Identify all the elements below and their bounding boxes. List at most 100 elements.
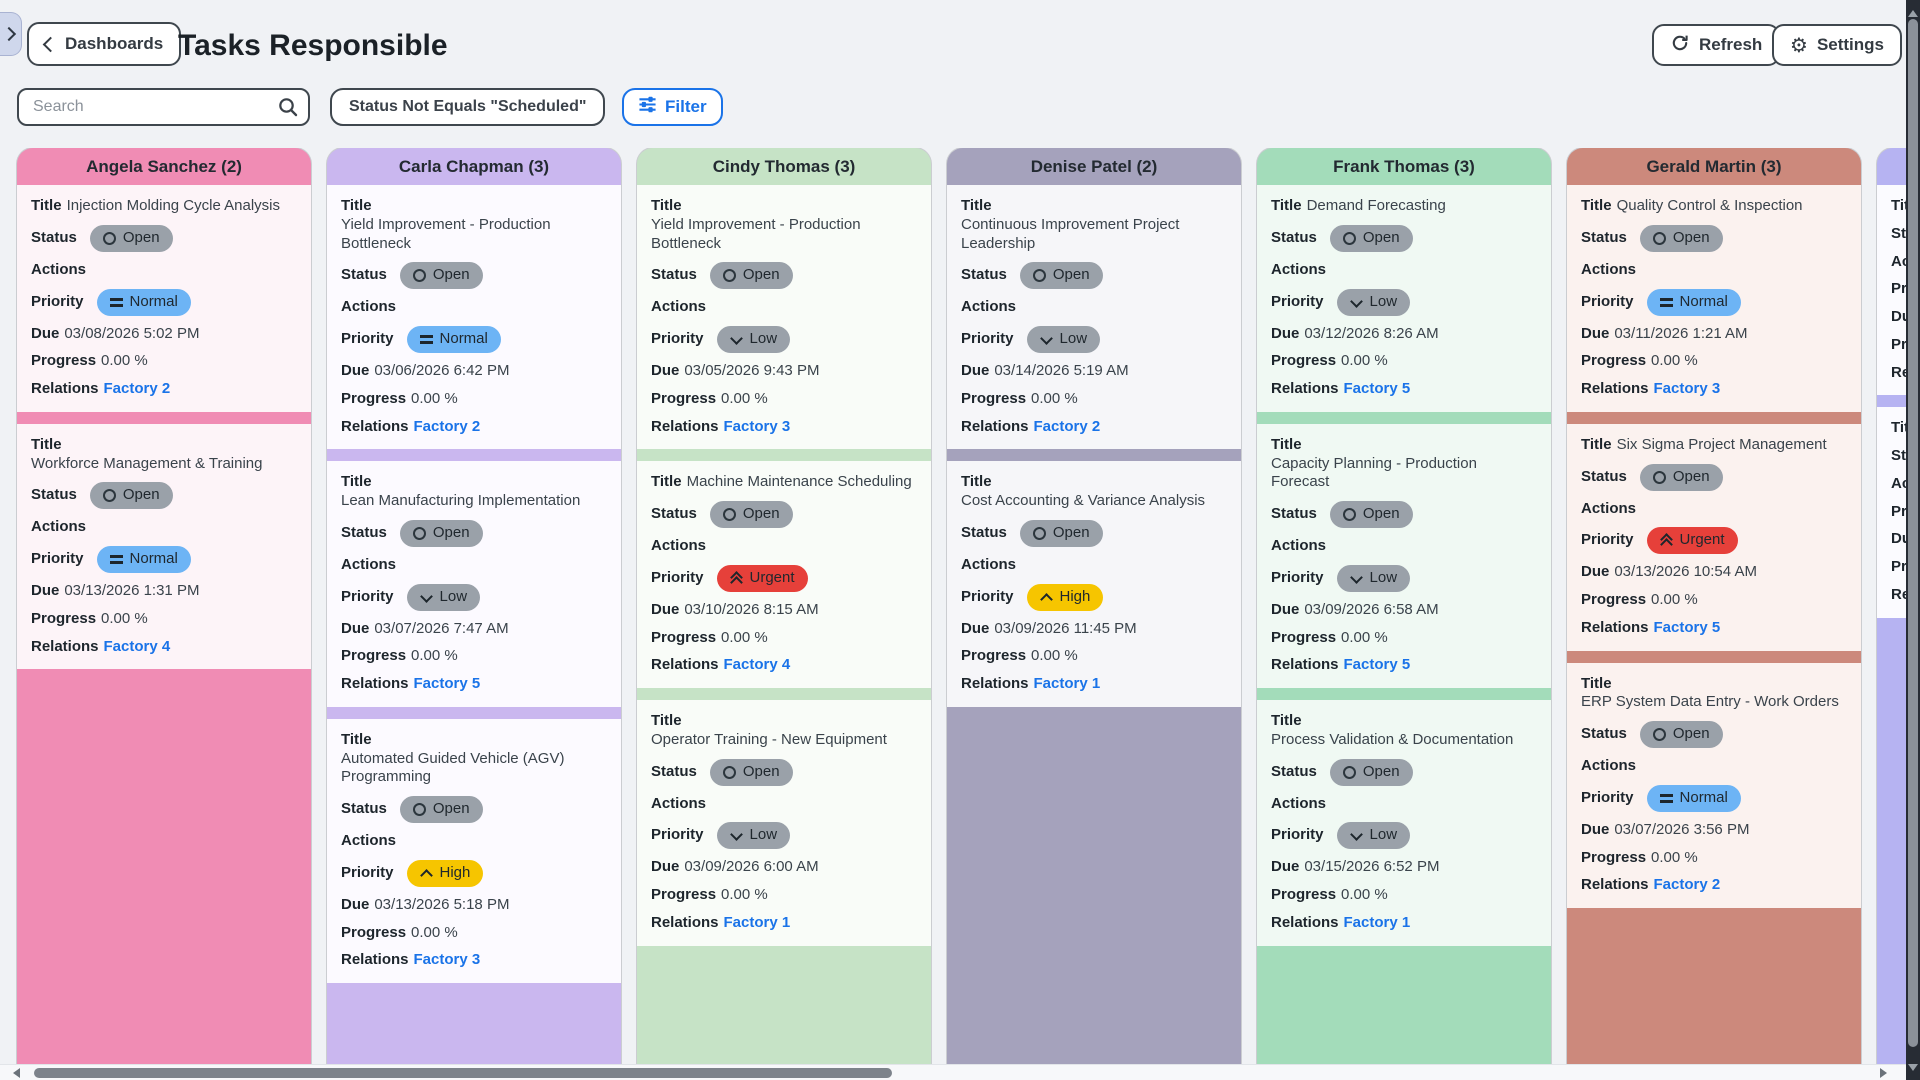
status-pill-label: Open — [1362, 762, 1400, 780]
sliders-icon — [638, 95, 657, 119]
field-label-title: Title — [1581, 674, 1612, 692]
task-card[interactable]: TitleCapacity Planning - Production Fore… — [1257, 423, 1551, 688]
card-field-due: Due 03/12/2026 8:26 AM — [1271, 325, 1537, 344]
field-label-due: Due — [341, 362, 370, 379]
relation-link[interactable]: Factory 2 — [103, 380, 171, 397]
relation-link[interactable]: Factory 5 — [413, 675, 481, 692]
active-filter-chip[interactable]: Status Not Equals "Scheduled" — [330, 88, 606, 126]
task-card[interactable]: TitleWorkforce Management & Training Stat… — [17, 423, 311, 670]
card-field-actions: Actions — [961, 556, 1227, 575]
relation-link[interactable]: Factory 3 — [723, 417, 791, 435]
card-field-title: Title — [1891, 419, 1906, 438]
task-card[interactable]: TitleOperator Training - New Equipment St… — [637, 700, 931, 946]
scroll-left-arrow-icon[interactable] — [8, 1068, 20, 1078]
relation-link[interactable]: Factory 2 — [413, 417, 481, 435]
scroll-down-arrow-icon[interactable] — [1908, 1064, 1918, 1076]
field-label-progress: Progress — [1891, 335, 1906, 353]
card-field-relations: Relations Factory 4 — [31, 638, 297, 657]
field-label-priority: Priority — [1581, 292, 1634, 310]
card-field-priority: Priority — [1891, 280, 1906, 299]
relation-link[interactable]: Factory 5 — [1343, 656, 1411, 674]
relation-link[interactable]: Factory 3 — [413, 951, 481, 969]
status-pill-label: Open — [122, 228, 160, 246]
field-label-progress: Progress — [31, 609, 97, 627]
task-card[interactable]: TitleProcess Validation & Documentation S… — [1257, 700, 1551, 946]
circle-outline-icon — [1342, 765, 1356, 779]
field-label-title: Title — [961, 197, 992, 214]
filter-button[interactable]: Filter — [622, 88, 723, 126]
field-label-status: Status — [651, 266, 697, 284]
task-card[interactable]: Title Status Actions Priority Due Progress Rel… — [1877, 407, 1906, 618]
card-field-actions: Actions — [341, 556, 607, 575]
relation-link[interactable]: Factory 3 — [1653, 380, 1721, 397]
card-field-due: Due 03/14/2026 5:19 AM — [961, 362, 1227, 381]
task-title: Cost Accounting & Variance Analysis — [961, 492, 1206, 509]
field-label-actions: Actions — [1271, 260, 1327, 278]
relation-link[interactable]: Factory 1 — [1343, 913, 1411, 931]
relation-link[interactable]: Factory 4 — [723, 656, 791, 674]
card-field-due: Due 03/09/2026 6:58 AM — [1271, 601, 1537, 620]
card-field-priority: Priority Low — [651, 326, 917, 353]
back-to-dashboards-button[interactable]: Dashboards — [27, 22, 182, 66]
scroll-right-arrow-icon[interactable] — [1880, 1068, 1892, 1078]
card-field-actions: Actions — [651, 537, 917, 556]
task-card[interactable]: TitleYield Improvement - Production Bott… — [637, 185, 931, 450]
status-pill-label: Open — [1052, 266, 1090, 284]
task-card[interactable]: TitleAutomated Guided Vehicle (AGV) Prog… — [327, 718, 621, 983]
vertical-scrollbar-thumb[interactable] — [1908, 19, 1918, 1047]
status-pill-label: Open — [1672, 725, 1710, 743]
card-field-progress: Progress 0.00 % — [1271, 886, 1537, 905]
settings-button[interactable]: ⚙ Settings — [1772, 24, 1902, 66]
field-label-title: Title — [1271, 712, 1302, 729]
status-pill-label: Open — [1362, 505, 1400, 523]
column-header — [1877, 148, 1906, 185]
task-card[interactable]: Title Machine Maintenance Scheduling Statu… — [637, 461, 931, 688]
refresh-button[interactable]: Refresh — [1652, 24, 1781, 66]
horizontal-scrollbar-thumb[interactable] — [34, 1068, 892, 1078]
field-label-due: Due — [651, 858, 680, 876]
card-field-relations: Relations — [1891, 364, 1906, 383]
relation-link[interactable]: Factory 2 — [1033, 417, 1101, 435]
progress-value: 0.00 % — [1651, 591, 1698, 608]
sidebar-expand-handle[interactable] — [0, 12, 22, 56]
field-label-status: Status — [1271, 762, 1317, 780]
scroll-up-arrow-icon[interactable] — [1908, 5, 1918, 17]
task-card[interactable]: Title Quality Control & Inspection Status O… — [1567, 185, 1861, 412]
relation-link[interactable]: Factory 1 — [723, 913, 791, 931]
relation-link[interactable]: Factory 5 — [1343, 380, 1411, 397]
field-label-relations: Relations — [1271, 913, 1339, 931]
column-header: Gerald Martin (3) — [1646, 157, 1782, 176]
task-card[interactable]: Title Demand Forecasting Status Open Actions… — [1257, 185, 1551, 412]
card-field-actions: Actions — [1581, 757, 1847, 776]
field-label-progress: Progress — [1581, 591, 1647, 608]
field-label-title: Title — [651, 712, 682, 729]
task-card[interactable]: Title Six Sigma Project Management Status O… — [1567, 423, 1861, 651]
progress-value: 0.00 % — [101, 352, 148, 370]
field-label-priority: Priority — [651, 826, 704, 844]
relation-link[interactable]: Factory 4 — [103, 637, 171, 655]
progress-value: 0.00 % — [411, 647, 458, 665]
task-card[interactable]: TitleLean Manufacturing Implementation St… — [327, 461, 621, 707]
task-card[interactable]: TitleCost Accounting & Variance Analysis… — [947, 461, 1241, 707]
status-pill-label: Open — [1362, 228, 1400, 246]
task-card[interactable]: TitleERP System Data Entry - Work Orders… — [1567, 662, 1861, 908]
due-datetime: 03/13/2026 1:31 PM — [64, 582, 200, 599]
task-card[interactable]: TitleYield Improvement - Production Bott… — [327, 185, 621, 450]
search-input[interactable] — [17, 88, 310, 126]
relation-link[interactable]: Factory 5 — [1653, 618, 1721, 636]
field-label-actions: Actions — [1891, 252, 1906, 270]
card-field-status: Status Open — [1271, 501, 1537, 528]
task-card[interactable]: Title Injection Molding Cycle Analysis Sta… — [17, 185, 311, 412]
due-datetime: 03/14/2026 5:19 AM — [994, 362, 1129, 379]
relation-link[interactable]: Factory 2 — [1653, 876, 1721, 894]
task-title: Workforce Management & Training — [31, 454, 263, 472]
task-card[interactable]: TitleContinuous Improvement Project Lead… — [947, 185, 1241, 450]
priority-pill: Low — [716, 822, 791, 850]
status-pill: Open — [399, 262, 483, 290]
task-card[interactable]: Title Status Actions Priority Due Progress Rel… — [1877, 185, 1906, 396]
card-field-title: TitleProcess Validation & Documentation — [1271, 712, 1537, 750]
relation-link[interactable]: Factory 1 — [1033, 675, 1101, 692]
kanban-column: Denise Patel (2) TitleContinuous Improvem… — [947, 148, 1241, 1064]
due-datetime: 03/09/2026 11:45 PM — [994, 619, 1137, 637]
